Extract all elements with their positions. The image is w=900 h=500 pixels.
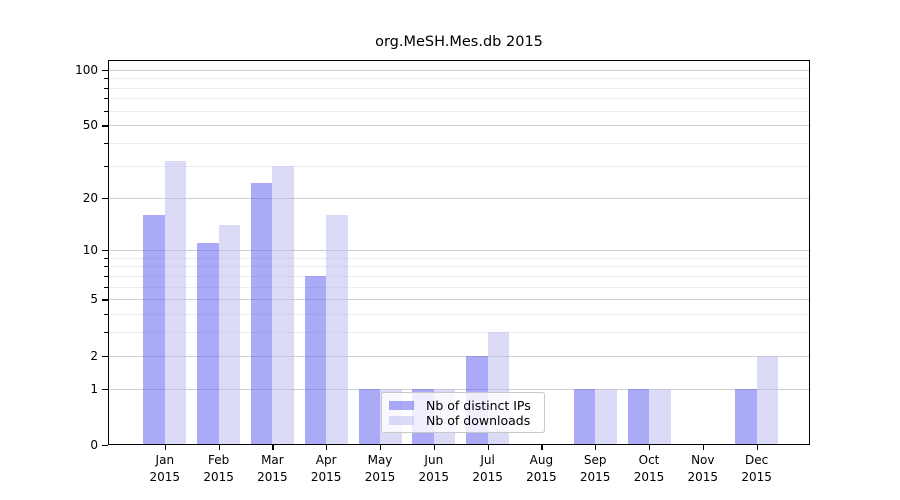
gridline-minor-60 — [108, 110, 810, 112]
bar-nb-of-downloads-oct — [649, 388, 671, 445]
legend-label-distinct-ips: Nb of distinct IPs — [426, 398, 531, 413]
gridline-minor-90 — [108, 78, 810, 80]
y-tick-label-5: 5 — [90, 292, 98, 307]
x-tick-label-jul: Jul 2015 — [472, 453, 503, 484]
bar-nb-of-distinct-ips-mar — [250, 183, 273, 445]
bar-nb-of-distinct-ips-sep — [573, 388, 596, 445]
y-minor-tick-7 — [104, 275, 108, 277]
bar-nb-of-downloads-dec — [756, 355, 779, 445]
bar-nb-of-downloads-apr — [326, 214, 348, 445]
x-tick-may — [380, 445, 382, 450]
y-tick-10 — [102, 250, 108, 252]
legend: Nb of distinct IPs Nb of downloads — [381, 392, 545, 433]
x-tick-feb — [218, 445, 220, 450]
bar-nb-of-distinct-ips-oct — [627, 388, 649, 445]
bar-nb-of-distinct-ips-feb — [197, 243, 219, 445]
gridline-minor-6 — [108, 286, 810, 288]
y-tick-label-2: 2 — [90, 348, 98, 363]
y-tick-20 — [102, 197, 108, 199]
y-tick-label-0: 0 — [90, 438, 98, 452]
x-tick-label-sep: Sep 2015 — [579, 453, 611, 484]
x-tick-label-jun: Jun 2015 — [418, 453, 450, 484]
y-minor-tick-90 — [104, 78, 108, 80]
y-minor-tick-80 — [104, 87, 108, 89]
y-tick-50 — [102, 125, 108, 127]
bar-nb-of-distinct-ips-dec — [735, 388, 757, 445]
y-minor-tick-30 — [104, 165, 108, 167]
gridline-minor-7 — [108, 275, 810, 277]
x-tick-label-apr: Apr 2015 — [310, 453, 342, 484]
x-tick-label-nov: Nov 2015 — [687, 453, 719, 484]
y-tick-2 — [102, 355, 108, 357]
x-tick-dec — [756, 445, 758, 450]
x-tick-jul — [487, 445, 489, 450]
y-minor-tick-40 — [104, 143, 108, 145]
y-tick-label-10: 10 — [82, 243, 98, 258]
bar-nb-of-downloads-sep — [595, 388, 617, 445]
x-tick-label-mar: Mar 2015 — [257, 453, 288, 484]
bar-nb-of-distinct-ips-may — [358, 388, 380, 445]
gridline-minor-40 — [108, 143, 810, 145]
x-tick-label-may: May 2015 — [364, 453, 396, 484]
gridline-major-20 — [108, 197, 810, 199]
gridline-minor-70 — [108, 98, 810, 100]
x-tick-jun — [433, 445, 435, 450]
gridline-minor-9 — [108, 257, 810, 259]
gridline-minor-8 — [108, 266, 810, 268]
y-tick-label-1: 1 — [90, 381, 98, 396]
plot-area — [108, 60, 810, 445]
x-tick-mar — [272, 445, 274, 450]
y-minor-tick-4 — [104, 314, 108, 316]
x-tick-oct — [649, 445, 651, 450]
x-tick-apr — [326, 445, 328, 450]
gridline-minor-80 — [108, 87, 810, 89]
legend-swatch-distinct-ips — [389, 400, 414, 411]
y-minor-tick-60 — [104, 110, 108, 112]
bar-nb-of-downloads-mar — [272, 165, 294, 445]
x-tick-label-dec: Dec 2015 — [741, 453, 772, 484]
y-minor-tick-6 — [104, 286, 108, 288]
y-tick-1 — [102, 388, 108, 390]
x-tick-label-aug: Aug 2015 — [526, 453, 557, 484]
gridline-major-100 — [108, 69, 810, 71]
x-tick-label-oct: Oct 2015 — [633, 453, 665, 484]
gridline-major-1 — [108, 388, 810, 390]
bar-nb-of-distinct-ips-jan — [143, 214, 165, 445]
bar-nb-of-downloads-feb — [218, 224, 241, 445]
gridline-major-50 — [108, 125, 810, 127]
chart-title: org.MeSH.Mes.db 2015 — [375, 34, 543, 50]
y-tick-100 — [102, 69, 108, 72]
y-tick-label-100: 100 — [75, 62, 98, 77]
x-tick-sep — [595, 445, 597, 450]
y-tick-label-50: 50 — [82, 118, 98, 133]
gridline-minor-30 — [108, 165, 810, 167]
y-minor-tick-8 — [104, 266, 108, 268]
x-tick-label-feb: Feb 2015 — [203, 453, 234, 484]
y-tick-5 — [102, 299, 108, 301]
y-minor-tick-9 — [104, 257, 108, 259]
x-tick-label-jan: Jan 2015 — [149, 453, 181, 484]
bar-nb-of-distinct-ips-apr — [304, 275, 327, 445]
y-minor-tick-3 — [104, 332, 108, 334]
gridline-major-2 — [108, 355, 810, 357]
y-minor-tick-70 — [104, 98, 108, 100]
legend-swatch-downloads — [389, 415, 414, 426]
gridline-major-10 — [108, 250, 810, 252]
gridline-major-5 — [108, 299, 810, 301]
legend-label-downloads: Nb of downloads — [426, 413, 531, 428]
y-tick-label-20: 20 — [82, 190, 98, 205]
x-tick-aug — [541, 445, 543, 450]
x-tick-nov — [702, 445, 704, 450]
x-tick-jan — [164, 445, 166, 450]
bar-nb-of-downloads-jan — [164, 160, 187, 445]
gridline-minor-3 — [108, 332, 810, 334]
legend-item-distinct-ips: Nb of distinct IPs — [389, 398, 536, 413]
y-tick-0 — [102, 445, 108, 447]
gridline-minor-4 — [108, 314, 810, 316]
legend-item-downloads: Nb of downloads — [389, 413, 536, 428]
